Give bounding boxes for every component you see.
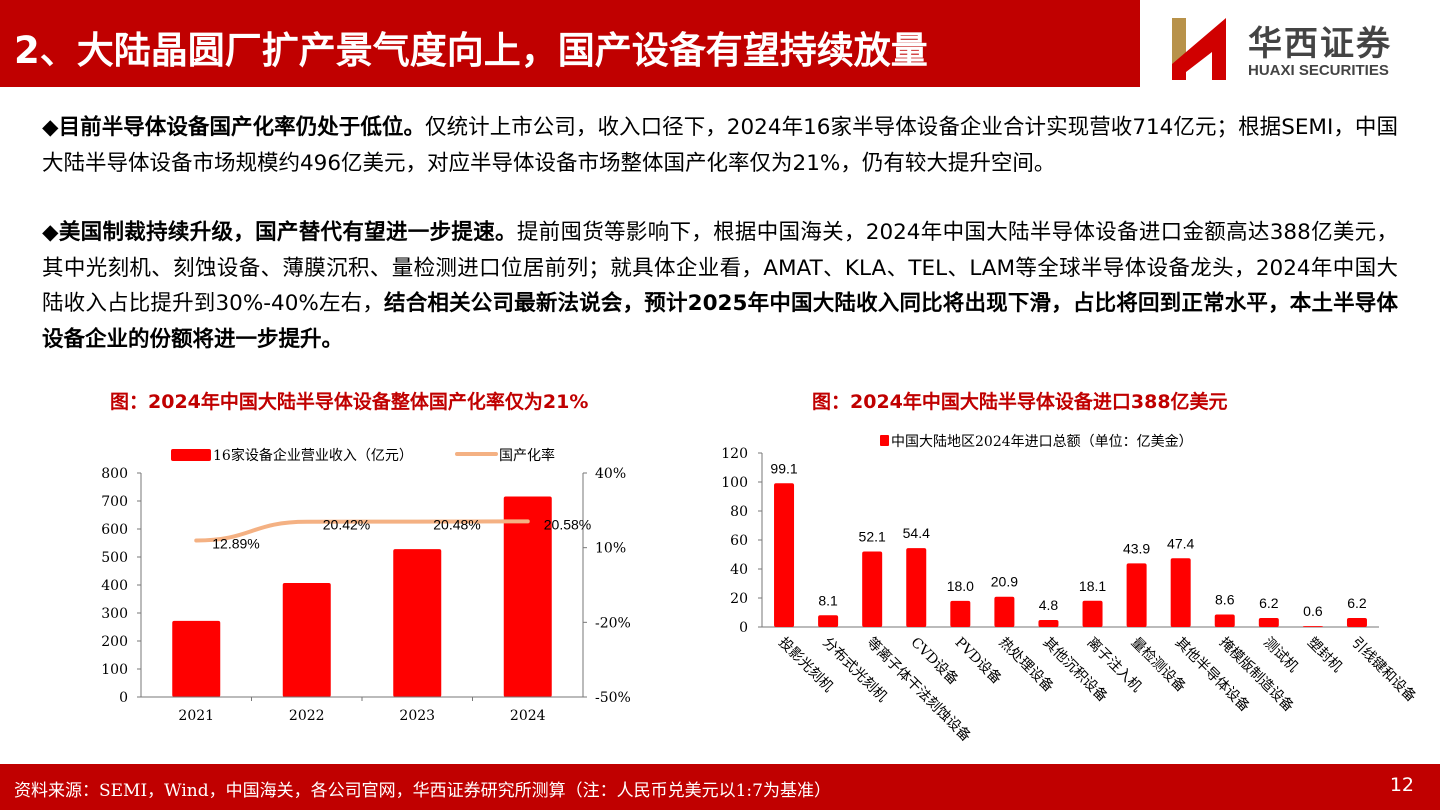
bar-2023 — [393, 549, 442, 697]
y2-tick-label: 10% — [595, 541, 626, 557]
paragraph-conclusion: 结合相关公司最新法说会，预计2025年中国大陆收入同比将出现下滑，占比将回到正常… — [42, 291, 1398, 352]
bar-其他沉积设备 — [1038, 620, 1059, 627]
logo-text-cn: 华西证券 — [1248, 24, 1392, 64]
bar-data-label: 99.1 — [770, 460, 797, 476]
x-tick-label: PVD设备 — [951, 634, 1005, 688]
bar-塑封机 — [1302, 626, 1323, 627]
bar-引线键和设备 — [1346, 618, 1367, 627]
bar-data-label: 18.0 — [947, 578, 974, 594]
bar-data-label: 18.1 — [1079, 578, 1106, 594]
y-tick-label: 80 — [730, 504, 748, 520]
y-tick-label: 800 — [101, 466, 128, 482]
line-data-label: 20.58% — [544, 516, 591, 532]
line-localization-rate — [194, 519, 530, 543]
bar-data-label: 54.4 — [903, 525, 930, 541]
legend-line-label: 国产化率 — [499, 447, 555, 464]
legend-label: 中国大陆地区2024年进口总额（单位：亿美金） — [891, 434, 1193, 450]
bar-data-label: 43.9 — [1123, 540, 1150, 556]
line-data-label: 20.48% — [433, 517, 480, 533]
legend-bar-label: 16家设备企业营业收入（亿元） — [213, 447, 413, 464]
legend-swatch — [880, 435, 889, 446]
x-tick-label: 2023 — [399, 708, 435, 724]
logo-h-icon — [1172, 18, 1226, 80]
x-tick-label: 掩模版制造设备 — [1216, 634, 1297, 715]
y-tick-label: 200 — [101, 634, 128, 650]
bar-掩模版制造设备 — [1214, 614, 1235, 627]
x-tick-label: 塑封机 — [1304, 635, 1345, 676]
x-tick-label: 测试机 — [1260, 635, 1301, 676]
y2-tick-label: -20% — [595, 615, 631, 631]
bar-测试机 — [1258, 618, 1279, 627]
y2-tick-label: -50% — [595, 690, 631, 706]
y-tick-label: 500 — [101, 550, 128, 566]
x-tick-label: 引线键和设备 — [1348, 634, 1419, 705]
y-tick-label: 100 — [721, 475, 748, 491]
y-tick-label: 300 — [101, 606, 128, 622]
chart-title-left: 图：2024年中国大陆半导体设备整体国产化率仅为21% — [110, 391, 589, 413]
y-tick-label: 60 — [730, 533, 748, 549]
header-bar: 2、大陆晶圆厂扩产景气度向上，国产设备有望持续放量 — [0, 0, 1140, 87]
x-tick-label: 2021 — [178, 708, 214, 724]
y2-tick-label: 40% — [595, 466, 626, 482]
bar-离子注入机 — [1082, 600, 1103, 627]
logo-text-en: HUAXI SECURITIES — [1248, 62, 1389, 79]
bar-热处理设备 — [994, 596, 1015, 627]
paragraph-localization-rate: ◆目前半导体设备国产化率仍处于低位。仅统计上市公司，收入口径下，2024年16家… — [42, 110, 1398, 181]
logo: 华西证券 HUAXI SECURITIES — [1170, 14, 1430, 84]
bar-PVD设备 — [950, 600, 971, 627]
bar-CVD设备 — [906, 548, 927, 627]
paragraph-lead: ◆目前半导体设备国产化率仍处于低位。 — [42, 115, 426, 140]
paragraph-sanctions: ◆美国制裁持续升级，国产替代有望进一步提速。提前囤货等影响下，根据中国海关，20… — [42, 215, 1398, 357]
bar-data-label: 4.8 — [1039, 597, 1059, 613]
y-tick-label: 700 — [101, 494, 128, 510]
bar-data-label: 47.4 — [1167, 535, 1194, 551]
y-tick-label: 400 — [101, 578, 128, 594]
y-tick-label: 100 — [101, 662, 128, 678]
y-tick-label: 600 — [101, 522, 128, 538]
line-data-label: 20.42% — [323, 517, 370, 533]
bar-量检测设备 — [1126, 563, 1147, 627]
bar-data-label: 8.1 — [818, 592, 838, 608]
y-tick-label: 40 — [730, 562, 748, 578]
y-tick-label: 20 — [730, 591, 748, 607]
bar-data-label: 0.6 — [1303, 603, 1323, 619]
x-tick-label: 其他半导体设备 — [1172, 634, 1253, 715]
paragraph-body: 仅统计上市公司，收入口径下，2024年16家半导体设备企业合计实现营收714亿元… — [42, 115, 1398, 176]
source-note: 资料来源：SEMI，Wind，中国海关，各公司官网，华西证券研究所测算（注：人民… — [14, 781, 831, 801]
y-tick-label: 0 — [739, 620, 748, 636]
paragraph-body: 提前囤货等影响下，根据中国海关，2024年中国大陆半导体设备进口金额高达388亿… — [42, 220, 1398, 316]
bar-data-label: 52.1 — [859, 528, 886, 544]
bar-分布式光刻机 — [818, 615, 839, 627]
bar-2022 — [282, 583, 331, 697]
bar-投影光刻机 — [774, 483, 795, 627]
page-number: 12 — [1389, 774, 1414, 796]
chart-title-right: 图：2024年中国大陆半导体设备进口388亿美元 — [812, 391, 1228, 413]
bar-2021 — [172, 620, 221, 697]
x-tick-label: 2022 — [289, 708, 325, 724]
bar-data-label: 20.9 — [991, 574, 1018, 590]
x-tick-label: 2024 — [510, 708, 546, 724]
bar-data-label: 6.2 — [1347, 595, 1367, 611]
paragraph-lead: ◆美国制裁持续升级，国产替代有望进一步提速。 — [42, 220, 517, 245]
footer-bar: 资料来源：SEMI，Wind，中国海关，各公司官网，华西证券研究所测算（注：人民… — [0, 764, 1440, 810]
y-tick-label: 0 — [119, 690, 128, 706]
line-data-label: 12.89% — [212, 535, 259, 551]
bar-其他半导体设备 — [1170, 558, 1191, 627]
bar-2024 — [503, 496, 552, 697]
bar-data-label: 8.6 — [1215, 592, 1235, 608]
bar-等离子体干法刻蚀设备 — [862, 551, 883, 627]
page-title: 2、大陆晶圆厂扩产景气度向上，国产设备有望持续放量 — [14, 29, 928, 72]
legend-bar-swatch — [171, 449, 211, 461]
y-tick-label: 120 — [721, 446, 748, 462]
bar-data-label: 6.2 — [1259, 595, 1279, 611]
